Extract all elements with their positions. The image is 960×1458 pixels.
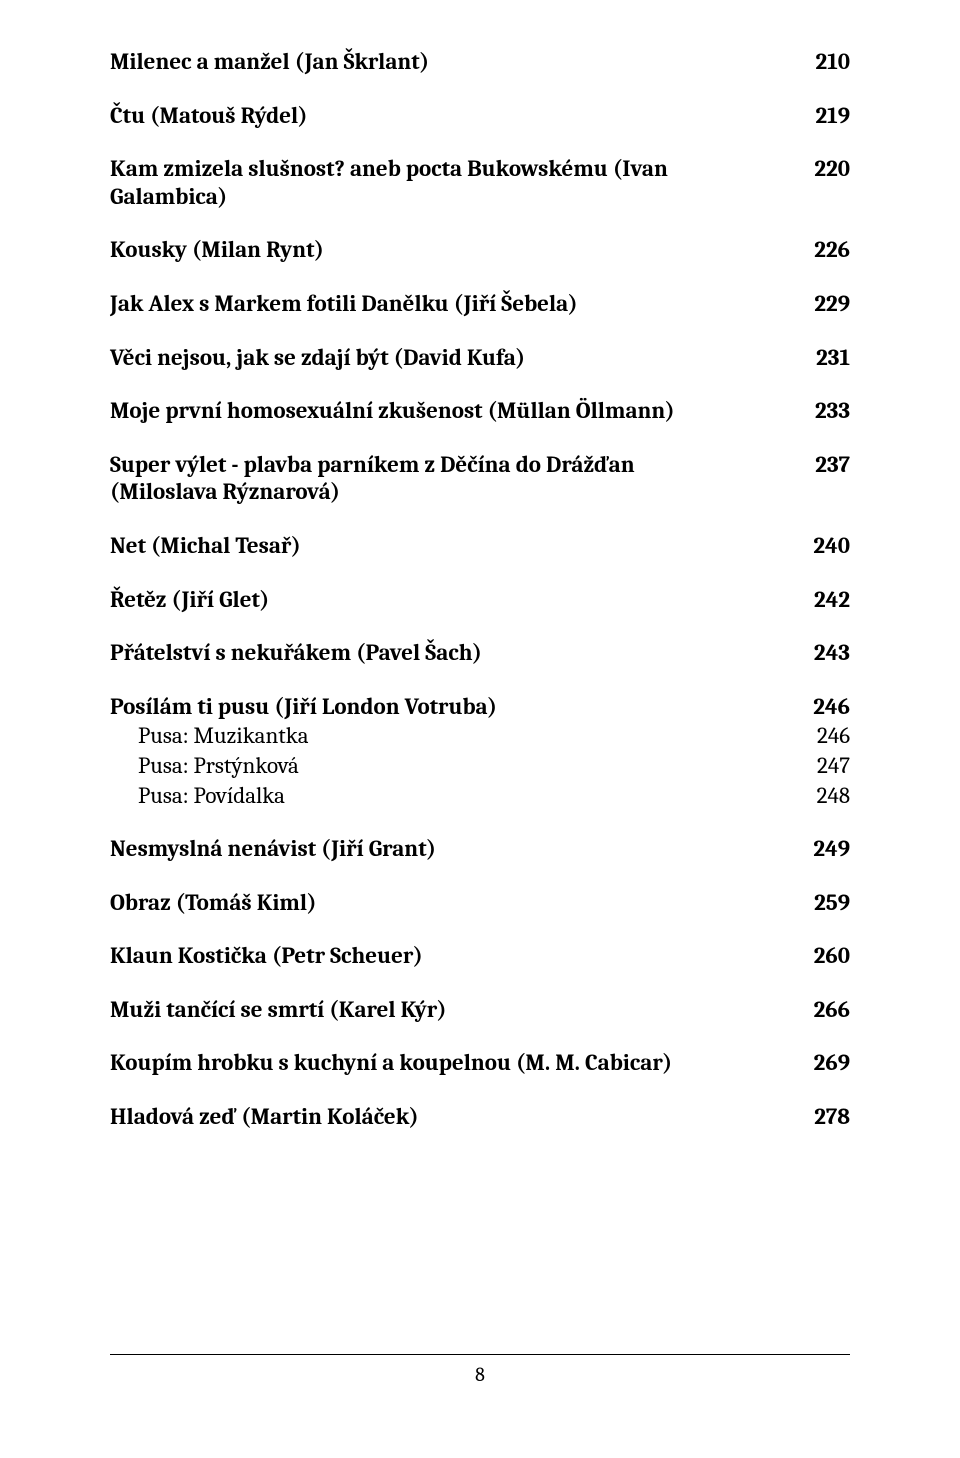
toc-entry-page: 259 xyxy=(814,889,850,917)
toc-group: Posílám ti pusu (Jiří London Votruba) 246… xyxy=(110,693,850,809)
toc-entry-title: Koupím hrobku s kuchyní a koupelnou (M. … xyxy=(110,1049,672,1077)
toc-entry-title: Kam zmizela slušnost? aneb pocta Bukowsk… xyxy=(110,155,710,210)
toc-entry-page: 246 xyxy=(813,693,850,721)
toc-entry-title: Nesmyslná nenávist (Jiří Grant) xyxy=(110,835,436,863)
toc-entry-title: Čtu (Matouš Rýdel) xyxy=(110,102,308,130)
toc-entry-title: Hladová zeď (Martin Koláček) xyxy=(110,1103,419,1131)
toc-entry: Super výlet - plavba parníkem z Děčína d… xyxy=(110,451,850,506)
footer-rule xyxy=(110,1354,850,1355)
toc-entry-page: 229 xyxy=(814,290,850,318)
toc-entry-title: Obraz (Tomáš Kiml) xyxy=(110,889,316,917)
page-number: 8 xyxy=(110,1363,850,1386)
toc-entry-title: Jak Alex s Markem fotili Danělku (Jiří Š… xyxy=(110,290,578,318)
toc-entry-page: 226 xyxy=(814,236,850,264)
toc-entry: Net (Michal Tesař) 240 xyxy=(110,532,850,560)
table-of-contents: Milenec a manžel (Jan Škrlant) 210 Čtu (Ma… xyxy=(110,48,850,1131)
toc-subentry: Pusa: Povídalka 248 xyxy=(110,782,850,810)
toc-entry: Moje první homosexuální zkušenost (Mülla… xyxy=(110,397,850,425)
page: Milenec a manžel (Jan Škrlant) 210 Čtu (Ma… xyxy=(0,0,960,1458)
toc-entry: Čtu (Matouš Rýdel) 219 xyxy=(110,102,850,130)
toc-entry-title: Posílám ti pusu (Jiří London Votruba) xyxy=(110,693,497,721)
page-footer: 8 xyxy=(110,1354,850,1386)
toc-entry-page: 266 xyxy=(814,996,850,1024)
toc-entry-page: 249 xyxy=(813,835,850,863)
toc-entry: Věci nejsou, jak se zdají být (David Kuf… xyxy=(110,344,850,372)
toc-entry-page: 210 xyxy=(816,48,850,76)
toc-entry: Muži tančící se smrtí (Karel Kýr) 266 xyxy=(110,996,850,1024)
toc-entry-title: Věci nejsou, jak se zdají být (David Kuf… xyxy=(110,344,525,372)
toc-entry: Řetěz (Jiří Glet) 242 xyxy=(110,586,850,614)
toc-entry: Kam zmizela slušnost? aneb pocta Bukowsk… xyxy=(110,155,850,210)
toc-entry-page: 233 xyxy=(815,397,850,425)
toc-entry-page: 237 xyxy=(815,451,850,479)
toc-subentry: Pusa: Prstýnková 247 xyxy=(110,752,850,780)
toc-entry-page: 242 xyxy=(814,586,850,614)
toc-subentry-page: 247 xyxy=(817,752,850,780)
toc-entry: Přátelství s nekuřákem (Pavel Šach) 243 xyxy=(110,639,850,667)
toc-subentry-title: Pusa: Povídalka xyxy=(110,782,285,810)
toc-entry-page: 278 xyxy=(814,1103,850,1131)
toc-entry: Koupím hrobku s kuchyní a koupelnou (M. … xyxy=(110,1049,850,1077)
toc-entry-title: Řetěz (Jiří Glet) xyxy=(110,586,269,614)
toc-subentry-title: Pusa: Prstýnková xyxy=(110,752,299,780)
toc-entry-title: Super výlet - plavba parníkem z Děčína d… xyxy=(110,451,710,506)
toc-subentry-title: Pusa: Muzikantka xyxy=(110,722,309,750)
toc-entry: Kousky (Milan Rynt) 226 xyxy=(110,236,850,264)
toc-subentry: Pusa: Muzikantka 246 xyxy=(110,722,850,750)
toc-entry-page: 240 xyxy=(813,532,850,560)
toc-entry-page: 219 xyxy=(816,102,850,130)
toc-entry-page: 220 xyxy=(814,155,850,183)
toc-entry-title: Kousky (Milan Rynt) xyxy=(110,236,324,264)
toc-entry-title: Muži tančící se smrtí (Karel Kýr) xyxy=(110,996,447,1024)
toc-entry-title: Milenec a manžel (Jan Škrlant) xyxy=(110,48,429,76)
toc-entry-title: Moje první homosexuální zkušenost (Mülla… xyxy=(110,397,675,425)
toc-entry: Obraz (Tomáš Kiml) 259 xyxy=(110,889,850,917)
toc-entry-page: 243 xyxy=(814,639,850,667)
toc-entry-title: Přátelství s nekuřákem (Pavel Šach) xyxy=(110,639,482,667)
toc-entry-title: Klaun Kostička (Petr Scheuer) xyxy=(110,942,423,970)
toc-entry: Posílám ti pusu (Jiří London Votruba) 246 xyxy=(110,693,850,721)
toc-subentry-page: 246 xyxy=(817,722,850,750)
toc-entry: Nesmyslná nenávist (Jiří Grant) 249 xyxy=(110,835,850,863)
toc-entry-page: 269 xyxy=(814,1049,850,1077)
toc-entry: Hladová zeď (Martin Koláček) 278 xyxy=(110,1103,850,1131)
toc-entry-page: 260 xyxy=(814,942,850,970)
toc-entry-page: 231 xyxy=(816,344,850,372)
toc-entry-title: Net (Michal Tesař) xyxy=(110,532,301,560)
toc-entry: Milenec a manžel (Jan Škrlant) 210 xyxy=(110,48,850,76)
toc-entry: Klaun Kostička (Petr Scheuer) 260 xyxy=(110,942,850,970)
toc-subentry-page: 248 xyxy=(817,782,850,810)
toc-entry: Jak Alex s Markem fotili Danělku (Jiří Š… xyxy=(110,290,850,318)
